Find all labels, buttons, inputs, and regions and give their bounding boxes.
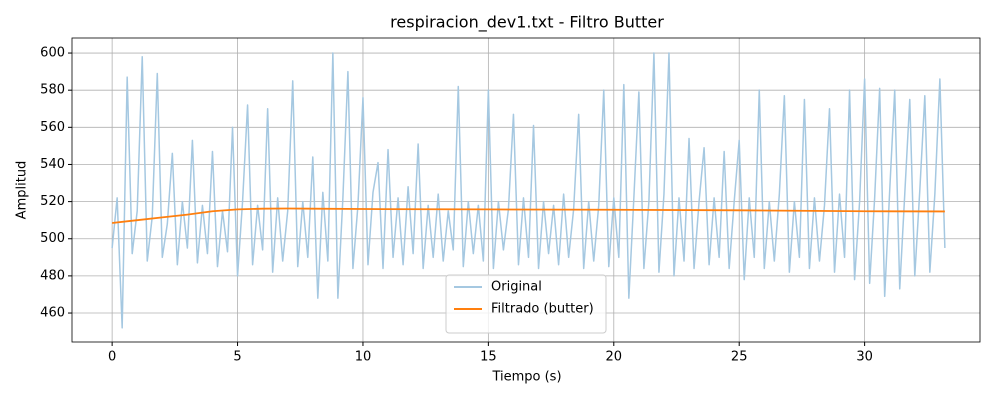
chart-title: respiracion_dev1.txt - Filtro Butter (390, 13, 664, 33)
y-tick-label: 580 (40, 83, 65, 98)
x-tick-label: 25 (731, 350, 748, 365)
legend-label: Filtrado (butter) (491, 302, 594, 317)
x-tick-label: 0 (108, 350, 116, 365)
y-tick-label: 600 (40, 46, 65, 61)
x-tick-label: 5 (233, 350, 241, 365)
y-tick-label: 520 (40, 194, 65, 209)
data-line (112, 207, 945, 224)
x-tick-label: 10 (355, 350, 372, 365)
plot-frame (71, 37, 981, 343)
x-tick-label: 20 (606, 350, 623, 365)
legend-box (445, 274, 607, 334)
data-line (111, 52, 946, 329)
x-axis-label: Tiempo (s) (491, 370, 561, 385)
y-tick-label: 500 (40, 231, 65, 246)
x-tick-label: 15 (480, 350, 497, 365)
x-tick-label: 30 (856, 350, 873, 365)
y-tick-label: 540 (40, 157, 65, 172)
legend-label: Original (491, 280, 542, 295)
y-tick-label: 480 (40, 268, 65, 283)
y-tick-label: 560 (40, 120, 65, 135)
y-axis-label: Amplitud (15, 161, 30, 220)
y-tick-label: 460 (40, 306, 65, 321)
